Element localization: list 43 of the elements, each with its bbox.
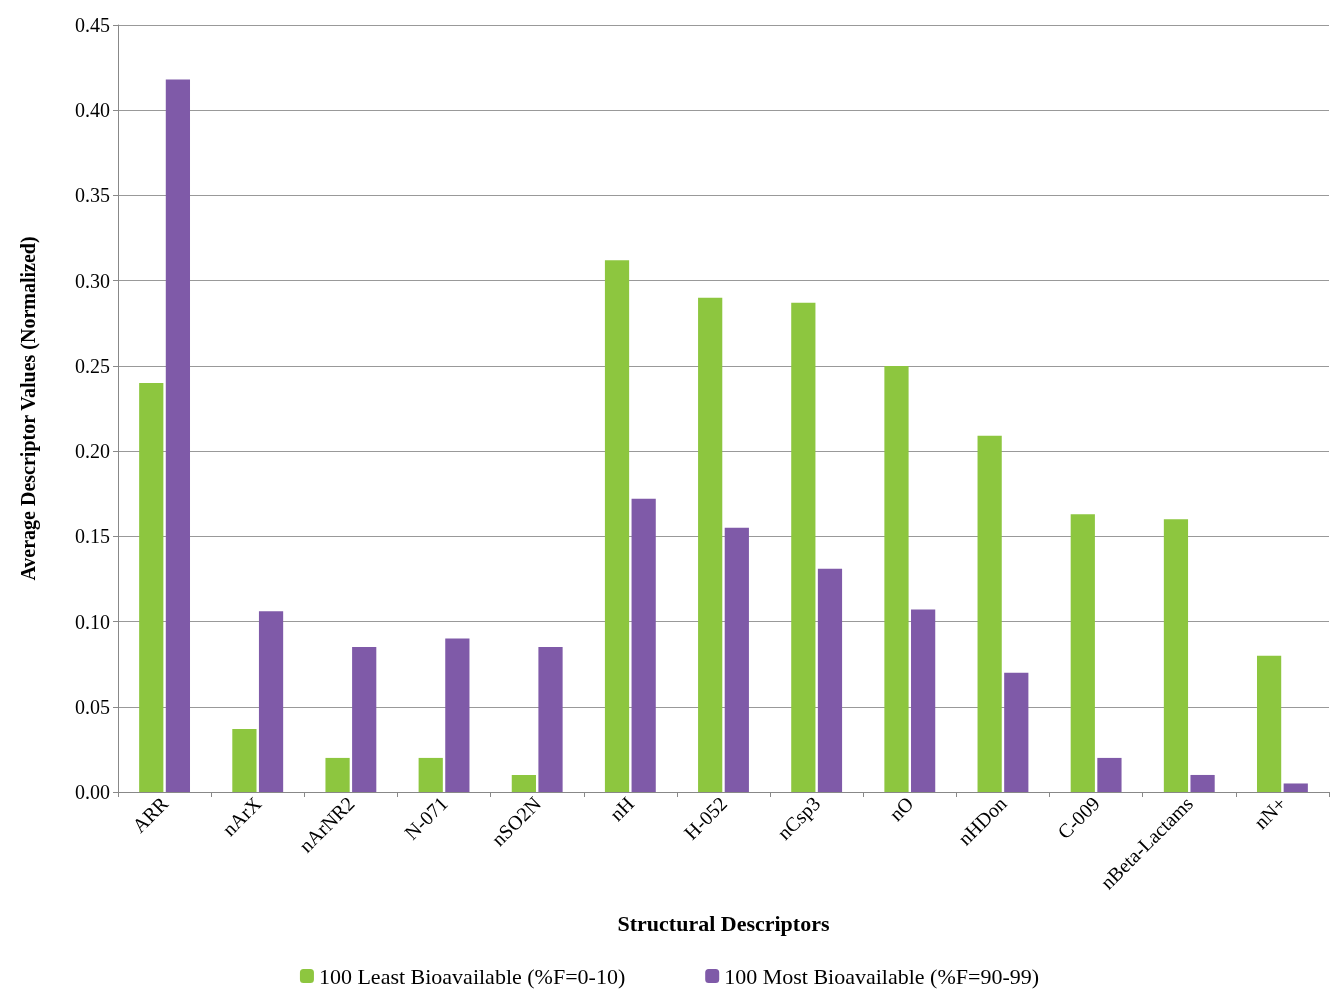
legend-label: 100 Least Bioavailable (%F=0-10) [318,963,626,989]
bar [418,757,443,792]
x-tick-label: nN+ [1249,792,1291,834]
y-tick-label: 0.30 [75,269,110,292]
y-tick-label: 0.20 [75,440,110,463]
bar [1163,519,1189,792]
bar [258,611,284,792]
y-tick-label: 0.25 [75,354,110,377]
y-tick-label: 0.35 [75,184,110,207]
bar [232,728,257,792]
bar [1190,774,1215,792]
y-tick-label: 0.45 [75,14,110,36]
bar [165,79,191,792]
y-tick-label: 0.15 [75,525,110,548]
bar [911,609,936,792]
bar [791,302,816,792]
bar [884,365,909,792]
y-axis-title: Average Descriptor Values (Normalized) [17,236,40,581]
bar [817,568,843,792]
y-tick-label: 0.10 [75,610,110,633]
x-axis-title: Structural Descriptors [617,910,830,936]
bar [1283,783,1308,792]
bar [1004,672,1029,792]
y-tick-label: 0.40 [75,99,110,122]
bar [1256,655,1282,792]
bar [511,774,536,792]
bar [352,647,377,792]
bar [1097,757,1122,792]
bar [1070,514,1095,792]
bar [538,647,563,792]
bar [631,498,656,792]
y-tick-label: 0.05 [75,695,110,718]
y-tick-label: 0.00 [75,781,110,803]
bar [325,757,350,792]
bar [604,260,630,792]
bar [977,435,1002,792]
bar [139,382,164,792]
bar [698,297,723,792]
legend-label: 100 Most Bioavailable (%F=90-99) [724,963,1040,989]
bar [724,527,749,792]
x-tick-label: nH [605,792,639,826]
bar [445,638,470,792]
x-tick-label: nO [884,792,918,826]
